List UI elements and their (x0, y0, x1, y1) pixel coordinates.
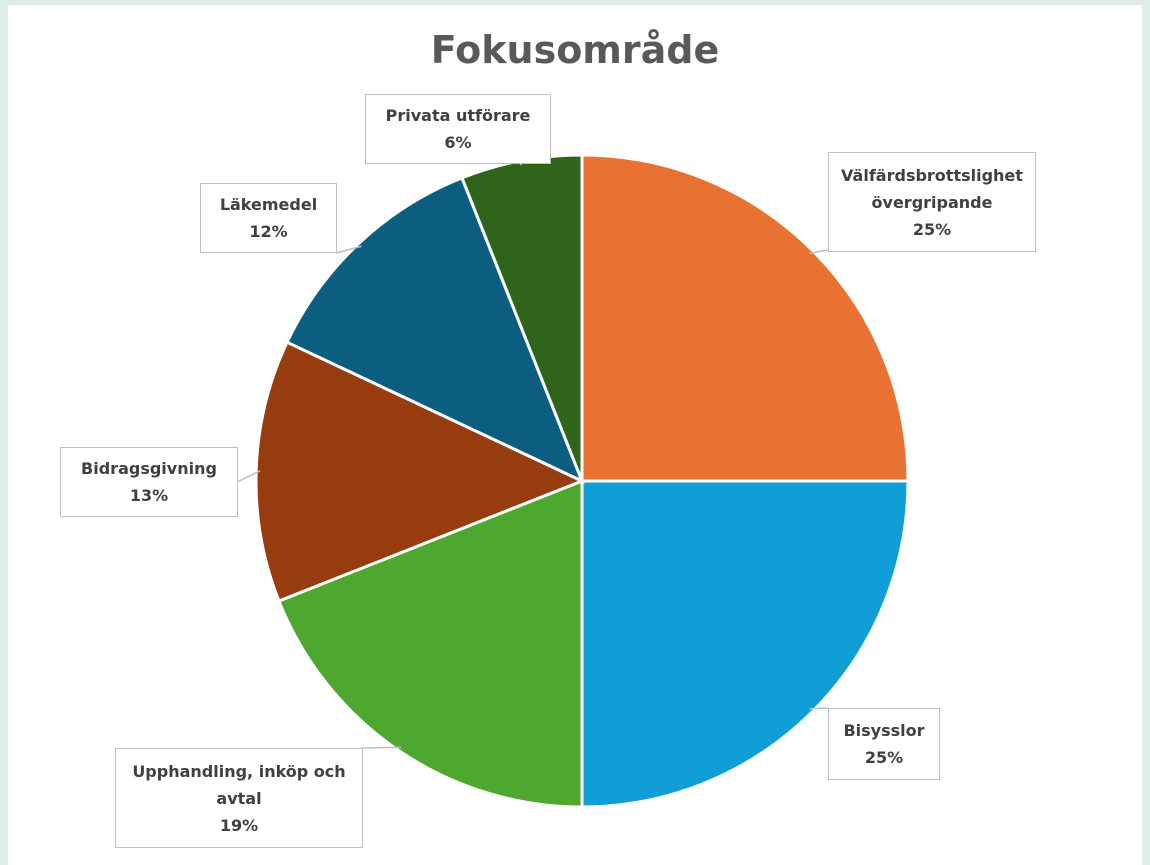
pie-slice (580, 153, 910, 483)
category-name: Bisysslor (843, 721, 925, 740)
value-label: 19% (219, 815, 259, 835)
category-name: Upphandling, inköp och avtal (132, 761, 346, 808)
leader-line (236, 470, 261, 483)
value-label: 25% (864, 748, 904, 767)
data-label: Privata utförare 6% (365, 94, 551, 164)
leader-line (809, 249, 829, 255)
data-label: Välfärdsbrottslighet övergripande 25% (828, 152, 1036, 252)
data-label: Bisysslor 25% (828, 708, 940, 780)
value-label: 12% (249, 222, 288, 241)
leader-line (519, 163, 522, 166)
chart-title: Fokusområde (430, 28, 720, 72)
pie-slice (254, 340, 586, 603)
pie-slice (580, 479, 910, 809)
data-label: Läkemedel 12% (200, 183, 337, 253)
pie-slice (276, 478, 584, 809)
value-label: 6% (444, 133, 472, 152)
category-name: Läkemedel (219, 195, 318, 214)
leader-line (809, 707, 829, 710)
pie-slice (285, 175, 585, 484)
category-name: Privata utförare (385, 106, 531, 125)
value-label: 25% (912, 219, 952, 239)
value-label: 13% (129, 486, 169, 505)
leader-line (335, 245, 362, 254)
data-label: Upphandling, inköp och avtal 19% (115, 748, 363, 848)
data-label: Bidragsgivning 13% (60, 447, 238, 517)
leader-line (361, 746, 402, 749)
category-name: Bidragsgivning (81, 459, 217, 478)
category-name: Välfärdsbrottslighet övergripande (841, 165, 1023, 212)
